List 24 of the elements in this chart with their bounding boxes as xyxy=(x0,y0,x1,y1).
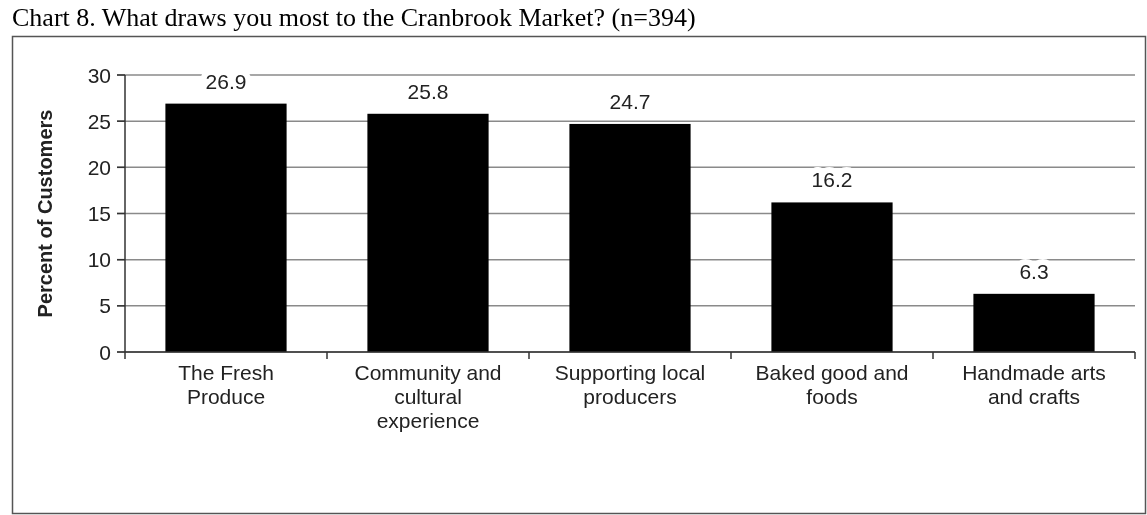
y-tick-label: 20 xyxy=(87,155,111,179)
y-tick-label: 0 xyxy=(99,340,111,364)
x-tick-label: Supporting local producers xyxy=(554,361,706,408)
x-tick-label: The Fresh Produce xyxy=(178,361,274,408)
y-tick-label: 25 xyxy=(87,109,111,133)
y-axis-title: Percent of Customers xyxy=(34,109,56,318)
data-label: 26.9 xyxy=(205,69,247,93)
data-label: 24.7 xyxy=(609,89,651,113)
bar xyxy=(973,293,1095,352)
y-tick-label: 5 xyxy=(99,294,111,318)
data-label: 16.2 xyxy=(811,168,853,192)
y-tick-label: 15 xyxy=(87,202,111,225)
y-tick-label: 30 xyxy=(87,63,111,87)
bar xyxy=(367,113,489,352)
x-tick-label: Baked good and foods xyxy=(755,361,909,408)
data-label: 25.8 xyxy=(407,79,449,103)
bar xyxy=(569,123,691,352)
data-label: 6.3 xyxy=(1019,259,1049,283)
x-tick-label: Community and cultural experience xyxy=(354,361,502,432)
y-tick-label: 10 xyxy=(87,248,111,272)
bar xyxy=(771,202,893,352)
x-tick-label: Handmade arts and crafts xyxy=(962,361,1106,408)
chart-title: Chart 8. What draws you most to the Cranbrook Market? (n=394) xyxy=(12,3,696,32)
bar xyxy=(165,103,287,352)
